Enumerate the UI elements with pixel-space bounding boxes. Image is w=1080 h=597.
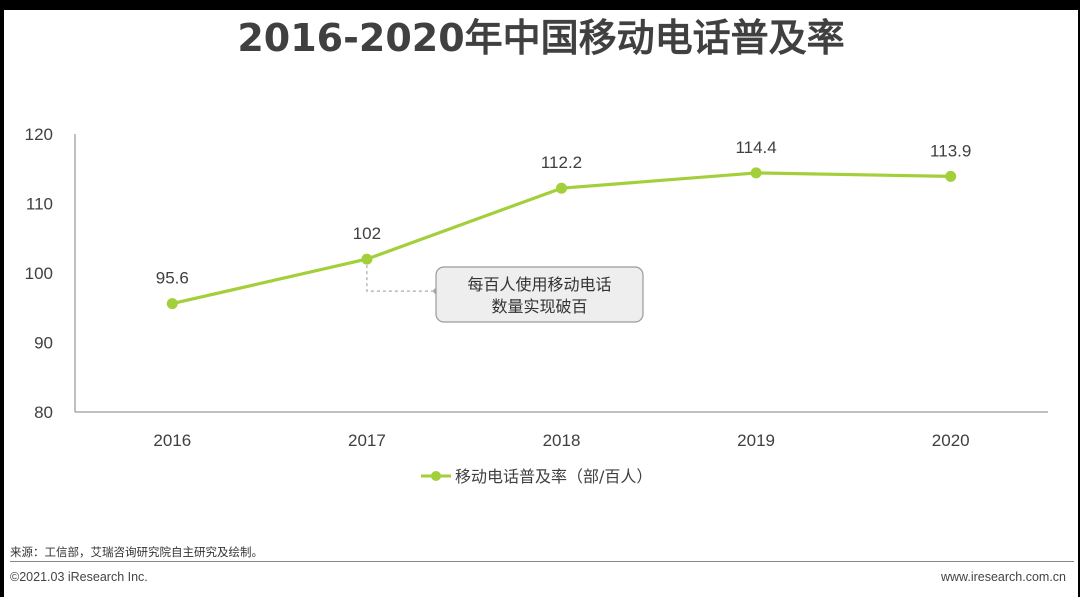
data-label: 112.2	[541, 153, 582, 172]
y-tick-label: 110	[26, 195, 53, 214]
legend: 移动电话普及率（部/百人）	[421, 467, 652, 486]
website-link[interactable]: www.iresearch.com.cn	[940, 570, 1066, 584]
x-tick-label: 2019	[737, 431, 775, 450]
data-point	[945, 170, 957, 182]
data-label: 113.9	[930, 141, 971, 160]
line-chart: 80 90 100 110 120 2016 2017 2018 2019 2020 每百人使用…	[25, 125, 1048, 486]
data-label: 102	[353, 224, 381, 243]
x-axis-ticks: 2016 2017 2018 2019 2020	[153, 431, 969, 450]
source-note: 来源：工信部，艾瑞咨询研究院自主研究及绘制。	[10, 545, 263, 559]
y-tick-label: 120	[25, 125, 53, 144]
y-tick-label: 90	[34, 334, 53, 353]
data-point	[750, 167, 762, 179]
y-tick-label: 100	[25, 264, 53, 283]
data-point	[361, 253, 373, 265]
data-point	[166, 298, 178, 310]
data-point	[556, 182, 567, 194]
chart-title: 2016-2020年中国移动电话普及率	[237, 16, 845, 60]
x-tick-label: 2016	[153, 431, 191, 450]
x-tick-label: 2017	[348, 431, 386, 450]
footer-divider	[10, 561, 1074, 562]
legend-label: 移动电话普及率（部/百人）	[455, 467, 652, 486]
callout-leader-line	[366, 259, 436, 292]
callout-box	[435, 266, 644, 323]
callout-text-line2: 数量实现破百	[491, 297, 587, 316]
report-slide: 2016-2020年中国移动电话普及率 80 90 100 110 120 2016 20…	[4, 10, 1078, 597]
legend-dot-marker	[431, 471, 441, 481]
x-tick-label: 2020	[932, 431, 970, 450]
data-label: 95.6	[156, 269, 189, 288]
y-tick-label: 80	[34, 403, 53, 422]
x-tick-label: 2018	[543, 431, 581, 450]
callout-text-line1: 每百人使用移动电话	[467, 275, 611, 294]
chart-axes	[74, 134, 1048, 413]
y-axis-ticks: 80 90 100 110 120	[25, 125, 53, 422]
data-labels: 95.6 102 112.2 114.4 113.9	[156, 138, 972, 288]
copyright-text: ©2021.03 iResearch Inc.	[10, 570, 148, 584]
series-line	[166, 167, 957, 310]
data-label: 114.4	[735, 138, 776, 157]
